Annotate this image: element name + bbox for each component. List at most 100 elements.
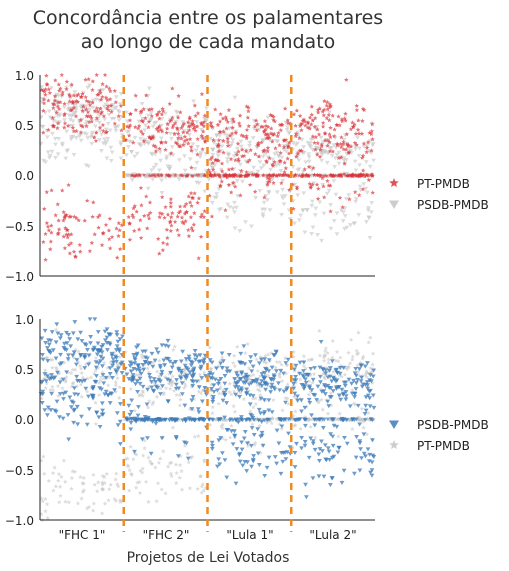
pt-pmdb-point [293,409,298,414]
psdb-pmdb-point [146,86,152,91]
psdb-pmdb-point [245,441,250,446]
pt-pmdb-point [149,113,154,119]
pt-pmdb-point [340,142,346,147]
pt-pmdb-point [317,353,323,358]
pt-pmdb-point [151,380,156,385]
pt-pmdb-point [53,484,59,489]
pt-pmdb-point [366,410,371,415]
pt-pmdb-point [282,106,288,111]
psdb-pmdb-point [39,100,45,105]
pt-pmdb-point [245,378,251,384]
pt-pmdb-point [276,130,281,135]
psdb-pmdb-point [302,439,308,445]
pt-pmdb-point [307,126,312,131]
pt-pmdb-point [66,370,71,375]
pt-pmdb-point [179,215,185,220]
psdb-pmdb-point [302,405,308,410]
pt-pmdb-point [319,173,324,178]
pt-pmdb-point [163,147,168,152]
pt-pmdb-point [159,487,164,492]
pt-pmdb-point [156,109,162,114]
pt-pmdb-point [136,393,142,398]
psdb-pmdb-point [331,454,337,459]
pt-pmdb-point [113,99,119,105]
pt-pmdb-point [66,242,72,247]
psdb-pmdb-point [320,366,326,372]
pt-pmdb-point [67,251,73,256]
pt-pmdb-point [227,133,233,138]
pt-pmdb-point [199,490,204,495]
pt-pmdb-point [257,423,262,428]
psdb-pmdb-point [173,435,179,440]
pt-pmdb-point [136,126,141,131]
pt-pmdb-point [232,363,238,369]
pt-pmdb-point [153,465,158,470]
psdb-pmdb-point [101,381,107,386]
psdb-pmdb-point [263,381,268,386]
pt-pmdb-point [264,360,269,365]
pt-pmdb-point [361,141,367,146]
pt-pmdb-point [52,465,57,470]
pt-pmdb-point [364,431,370,437]
pt-pmdb-point [92,108,98,113]
pt-pmdb-point [73,254,78,259]
pt-pmdb-point [291,354,296,359]
psdb-pmdb-point [370,374,376,379]
psdb-pmdb-point [355,378,360,383]
psdb-pmdb-point [178,359,184,364]
psdb-pmdb-point [55,152,61,157]
psdb-pmdb-point [78,353,84,358]
pt-pmdb-point [279,426,284,431]
psdb-pmdb-point [244,418,249,422]
psdb-pmdb-point [248,412,254,417]
psdb-pmdb-point [119,360,125,365]
pt-pmdb-point [160,106,165,111]
pt-pmdb-point [170,374,175,379]
pt-pmdb-point [118,103,124,108]
pt-pmdb-point [370,121,375,127]
psdb-pmdb-point [92,317,98,322]
chart-title-line2: ao longo de cada mandato [81,31,336,53]
pt-pmdb-point [225,136,230,141]
psdb-pmdb-point [67,117,73,123]
psdb-pmdb-point [333,156,338,161]
pt-pmdb-point [179,125,184,130]
psdb-pmdb-point [117,442,123,447]
psdb-pmdb-point [306,397,312,402]
pt-pmdb-point [207,345,212,350]
psdb-pmdb-point [318,135,324,140]
psdb-pmdb-point [184,376,189,381]
psdb-pmdb-point [239,371,245,376]
psdb-pmdb-point [82,378,88,383]
pt-pmdb-point [185,173,190,178]
psdb-pmdb-point [42,408,48,413]
psdb-pmdb-point [329,417,334,422]
psdb-pmdb-point [159,372,164,377]
pt-pmdb-point [80,91,85,96]
psdb-pmdb-point [198,364,204,369]
pt-pmdb-point [267,155,272,161]
psdb-pmdb-point [309,199,315,204]
pt-pmdb-point [186,194,191,199]
pt-pmdb-point [245,443,251,448]
psdb-pmdb-point [357,441,363,446]
pt-pmdb-point [83,77,88,82]
psdb-pmdb-point [351,221,357,226]
pt-pmdb-point [61,458,67,463]
pt-pmdb-point [226,167,232,172]
pt-pmdb-point [84,107,89,112]
psdb-pmdb-point [280,178,286,183]
psdb-pmdb-point [343,380,349,385]
pt-pmdb-point [100,81,105,87]
psdb-pmdb-point [331,143,337,148]
pt-pmdb-point [316,186,321,191]
psdb-pmdb-point [330,389,336,394]
psdb-pmdb-point [196,418,202,422]
psdb-pmdb-point [367,164,373,169]
psdb-pmdb-point [259,383,265,388]
psdb-pmdb-point [87,83,92,88]
psdb-pmdb-point [361,144,367,149]
psdb-pmdb-point [340,219,346,224]
pt-pmdb-point [41,100,47,106]
psdb-pmdb-point [232,377,237,382]
